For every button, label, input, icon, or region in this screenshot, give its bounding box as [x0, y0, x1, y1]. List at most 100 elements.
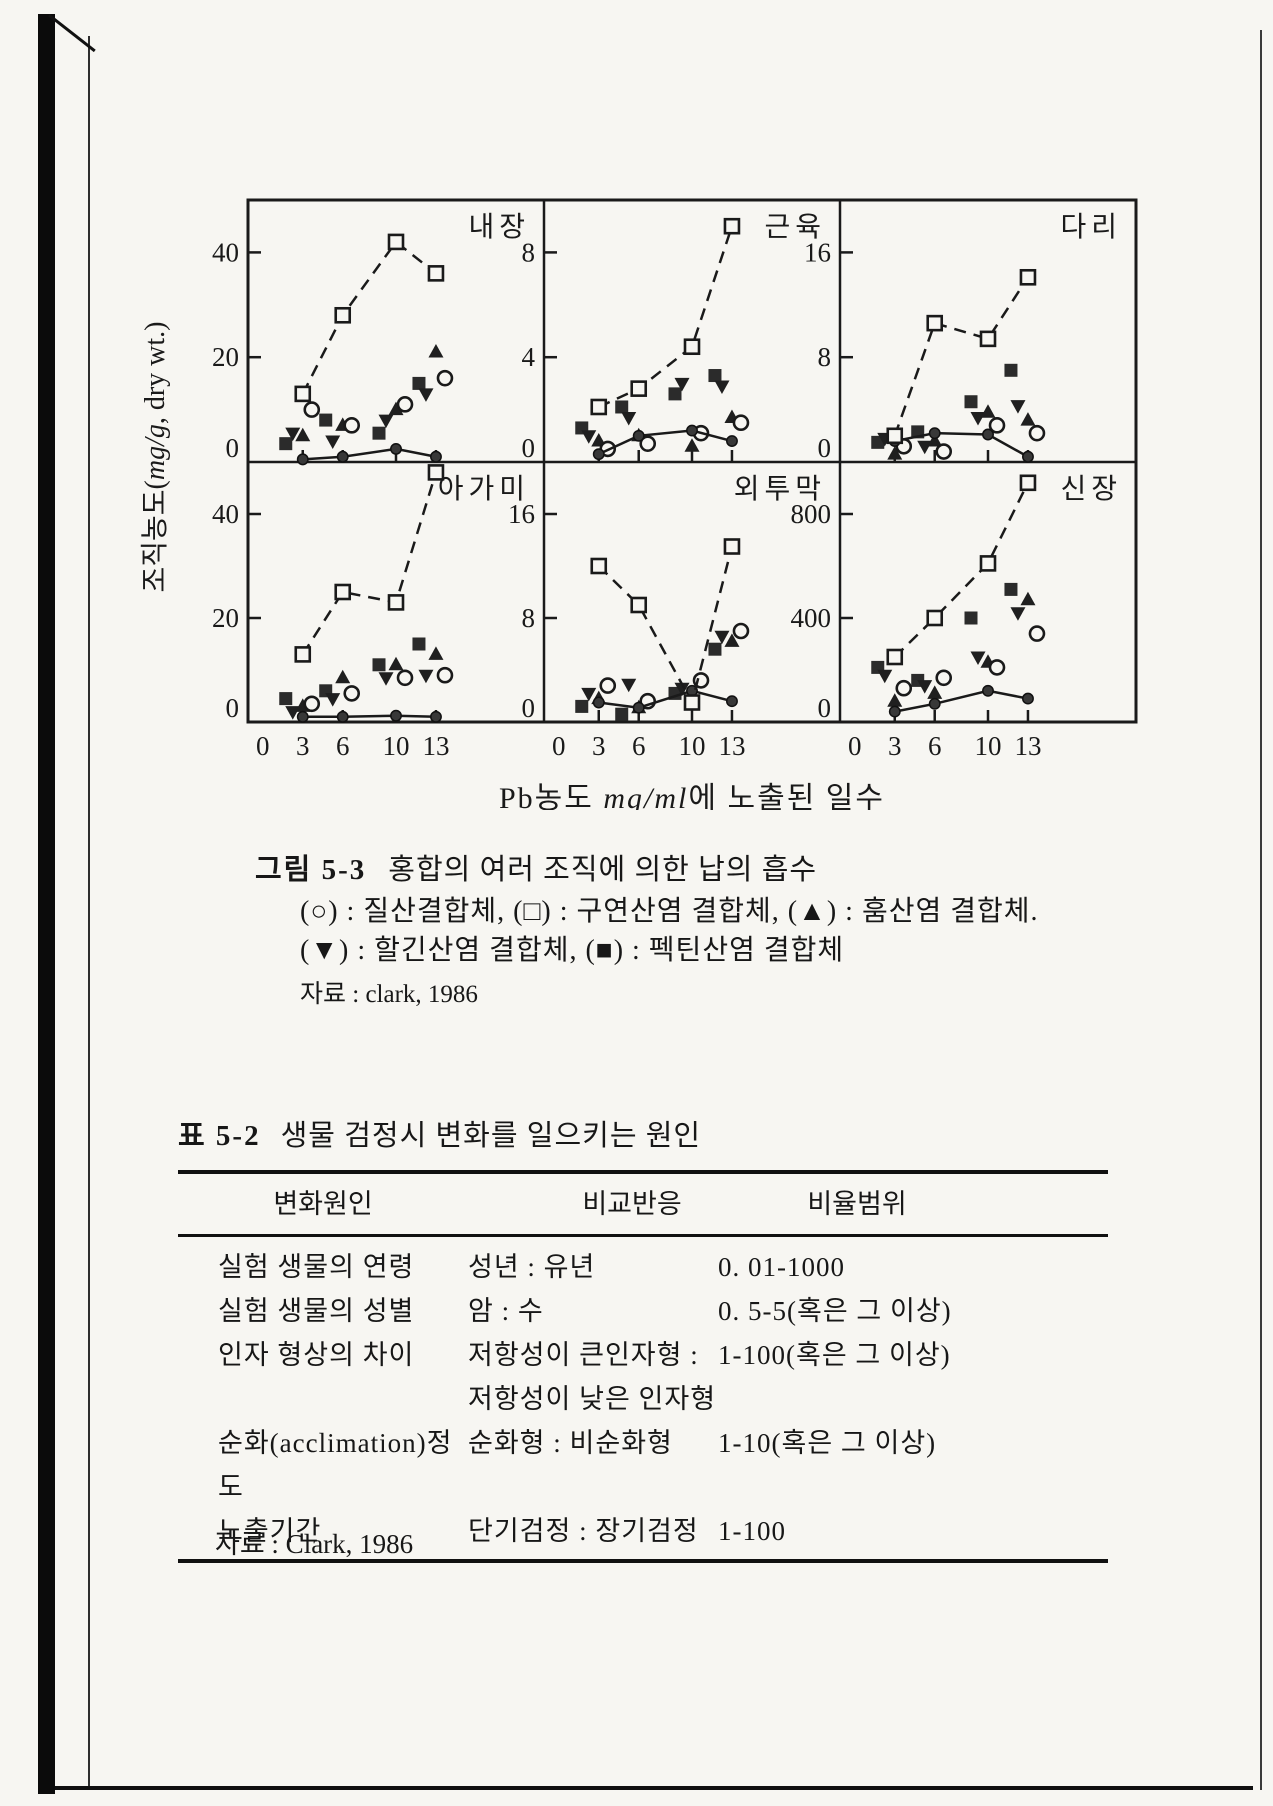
page-right-edge: [1260, 30, 1262, 1790]
y-tick-label: 40: [212, 237, 239, 267]
series-pectate: [279, 376, 426, 451]
table-row: 순화(acclimation)정도 순화형 : 비순화형 1-10(혹은 그 이상): [178, 1421, 1108, 1509]
panel-title-leg: 다리: [1060, 211, 1122, 243]
series-control: [888, 427, 1034, 463]
table-cell-range: 1-100(혹은 그 이상): [718, 1340, 951, 1370]
y-tick-label: 20: [212, 342, 239, 372]
table-source: 자료 : Clark, 1986: [215, 1529, 414, 1559]
figure-caption-text: 홍합의 여러 조직에 의한 납의 흡수: [388, 854, 818, 886]
y-tick-label: 4: [522, 342, 536, 372]
table-caption-label: 표 5-2: [178, 1120, 261, 1152]
table-cell-range: 0. 5-5(혹은 그 이상): [718, 1296, 952, 1326]
y-tick-label: 8: [522, 603, 536, 633]
table-cell-cause: 실험 생물의 성별: [218, 1296, 415, 1326]
series-pectate: [575, 369, 722, 435]
y-tick-label: 8: [818, 342, 832, 372]
series-humate: [887, 404, 1036, 460]
panel-title-muscle: 근육: [764, 212, 826, 243]
x-tick-label: 6: [336, 731, 350, 761]
series-nitrate: [303, 369, 454, 434]
panel-title-mantle: 외투막: [734, 474, 826, 505]
y-tick-label: 800: [791, 499, 832, 529]
figure-legend-line-1: (○) : 질산결합체, (□) : 구연산염 결합체, (▲) : 훔산염 결…: [300, 896, 1039, 927]
y-axis-label: 조직농도(mg/g, dry wt.): [140, 321, 171, 592]
series-control: [592, 684, 738, 714]
figure-source: 자료 : clark, 1986: [300, 981, 478, 1008]
table-caption: 표 5-2 생물 검정시 변화를 일으키는 원인: [178, 1112, 701, 1154]
y-tick-label: 0: [226, 693, 240, 723]
y-tick-label: 20: [212, 603, 239, 633]
y-tick-label: 0: [522, 693, 536, 723]
figure-legend-line-2: (▼) : 할긴산염 결합체, (■) : 펙틴산염 결합체: [300, 935, 845, 966]
series-citrate: [294, 233, 445, 403]
panel-muscle: 근육 0 4 8: [522, 212, 826, 463]
panel-title-viscera: 내장: [468, 212, 530, 243]
panel-leg: 다리 0 8 16: [804, 211, 1122, 463]
x-tick-label: 13: [1014, 731, 1041, 761]
table-header-cell: 비교반응: [582, 1189, 682, 1219]
y-tick-label: 0: [818, 693, 832, 723]
page-corner-diagonal: [48, 14, 96, 53]
table-cell-range: 1-100: [718, 1516, 786, 1546]
table-cell-comparison: 저항성이 큰인자형 : 저항성이 낮은 인자형: [468, 1340, 717, 1414]
x-tick-label: 0: [848, 731, 862, 761]
panel-title-kidney: 신장: [1060, 474, 1122, 505]
series-citrate: [294, 464, 445, 663]
y-tick-label: 400: [791, 603, 832, 633]
series-nitrate: [303, 666, 454, 713]
table-caption-title: 생물 검정시 변화를 일으키는 원인: [280, 1120, 702, 1152]
x-tick-label: 3: [888, 731, 902, 761]
x-tick-label: 13: [718, 731, 745, 761]
panel-title-gill: 아가미: [438, 474, 530, 505]
table-row: 실험 생물의 성별 암 : 수 0. 5-5(혹은 그 이상): [178, 1289, 1108, 1333]
book-spine-bar: [38, 14, 55, 1794]
table-row: 노출기간 단기검정 : 장기검정 1-100: [178, 1509, 1108, 1553]
x-tick-label: 6: [632, 731, 646, 761]
series-alginate: [581, 630, 730, 702]
series-nitrate: [895, 625, 1046, 697]
x-tick-label: 3: [592, 731, 606, 761]
y-tick-label: 16: [508, 499, 535, 529]
table-cell-cause: 인자 형상의 차이: [218, 1340, 415, 1370]
series-alginate: [285, 669, 434, 720]
table-cell-range: 0. 01-1000: [718, 1252, 845, 1282]
table-header-cell: 변화원인: [273, 1189, 373, 1219]
series-humate: [295, 343, 444, 442]
x-tick-label: 0: [552, 731, 566, 761]
table-cell-range: 1-10(혹은 그 이상): [718, 1428, 937, 1458]
table-header-row: 변화원인 비교반응 비율범위: [178, 1174, 1108, 1237]
x-tick-label: 6: [928, 731, 942, 761]
table-cell-comparison: 암 : 수: [468, 1296, 544, 1326]
table-cell-cause: 순화(acclimation)정도: [218, 1428, 453, 1502]
page-edge-line: [88, 36, 90, 1788]
series-alginate: [285, 388, 434, 450]
y-tick-label: 8: [522, 237, 536, 267]
bioassay-table: 변화원인 비교반응 비율범위 실험 생물의 연령 성년 : 유년 0. 01-1000 실…: [178, 1170, 1108, 1563]
series-citrate: [886, 474, 1037, 666]
table-header-cell: 비율범위: [807, 1189, 907, 1219]
series-citrate: [590, 217, 741, 416]
panel-viscera: 내장 0 20 40: [212, 212, 530, 466]
x-axis-title: Pb농도 mg/ml에 노출된 일수: [499, 782, 885, 810]
x-tick-label: 0: [256, 731, 270, 761]
table-cell-comparison: 순화형 : 비순화형: [468, 1428, 673, 1458]
table-cell-cause: 실험 생물의 연령: [218, 1252, 415, 1282]
y-tick-label: 0: [522, 433, 536, 463]
page-bottom-edge: [55, 1786, 1253, 1790]
series-pectate: [871, 363, 1018, 449]
table-row: 실험 생물의 연령 성년 : 유년 0. 01-1000: [178, 1245, 1108, 1289]
y-tick-label: 0: [226, 433, 240, 463]
series-citrate: [590, 538, 741, 711]
series-pectate: [279, 637, 426, 706]
series-alginate: [877, 607, 1026, 694]
table-body: 실험 생물의 연령 성년 : 유년 0. 01-1000 실험 생물의 성별 암 : 수…: [178, 1237, 1108, 1563]
figure-caption-label: 그림 5-3: [255, 854, 367, 886]
y-tick-label: 0: [818, 433, 832, 463]
x-tick-label: 3: [296, 731, 310, 761]
table-cell-comparison: 성년 : 유년: [468, 1252, 596, 1282]
